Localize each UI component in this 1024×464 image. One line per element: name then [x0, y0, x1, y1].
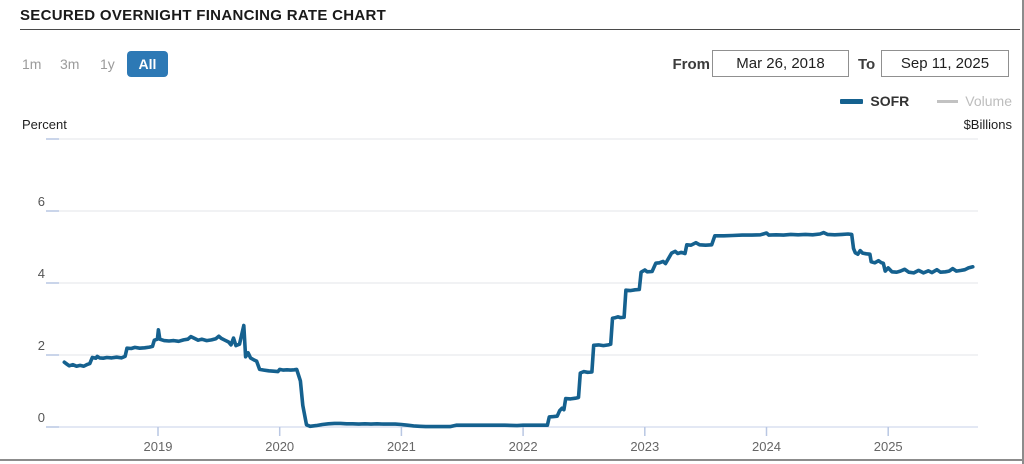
y-axis-tick-label-0: 0	[38, 410, 45, 425]
legend-item-sofr[interactable]: SOFR	[840, 93, 909, 109]
range-button-1m[interactable]: 1m	[22, 51, 41, 77]
legend-label-volume: Volume	[965, 93, 1012, 109]
page-title: SECURED OVERNIGHT FINANCING RATE CHART	[20, 7, 387, 24]
legend-item-volume[interactable]: Volume	[937, 93, 1012, 109]
sofr-line-chart[interactable]: 6 4 2 0 2019 2020 2021 2022 2023 2024 2025	[0, 134, 1024, 460]
page-bottom-border	[0, 459, 1022, 461]
range-button-1y[interactable]: 1y	[100, 51, 115, 77]
x-axis-tick-label-2022: 2022	[509, 439, 538, 454]
range-button-all[interactable]: All	[127, 51, 168, 77]
range-button-3m[interactable]: 3m	[60, 51, 79, 77]
from-label: From	[672, 56, 711, 73]
y-axis-tick-label-2: 2	[38, 338, 45, 353]
chart-legend: SOFR Volume	[812, 93, 1012, 109]
y-axis-tick-label-6: 6	[38, 194, 45, 209]
to-date-input[interactable]	[881, 50, 1009, 77]
title-divider	[20, 29, 1020, 30]
x-axis-tick-label-2019: 2019	[144, 439, 173, 454]
x-axis-tick-label-2023: 2023	[630, 439, 659, 454]
x-axis-tick-label-2024: 2024	[752, 439, 781, 454]
y-axis-unit-left: Percent	[22, 117, 67, 132]
y-axis-tick-label-4: 4	[38, 266, 45, 281]
from-date-input[interactable]	[712, 50, 849, 77]
to-label: To	[858, 56, 876, 73]
x-axis-tick-label-2025: 2025	[874, 439, 903, 454]
y-axis-unit-right: $Billions	[963, 117, 1012, 132]
x-axis-tick-label-2021: 2021	[387, 439, 416, 454]
sofr-data-line	[62, 230, 975, 429]
sofr-line-swatch-icon	[840, 98, 864, 104]
legend-label-sofr: SOFR	[870, 93, 910, 109]
x-axis-tick-label-2020: 2020	[265, 439, 294, 454]
volume-line-swatch-icon	[937, 99, 959, 103]
